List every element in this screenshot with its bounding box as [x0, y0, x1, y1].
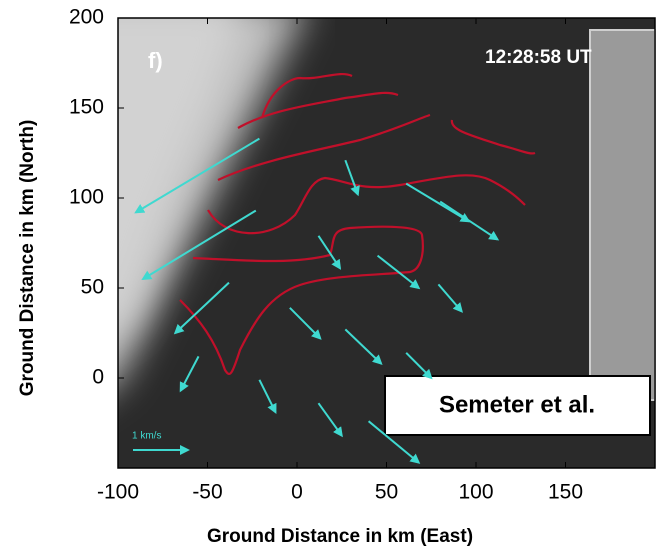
velocity-arrow: [344, 159, 360, 197]
y-tick-label: 100: [69, 186, 104, 209]
annotation: Semeter et al.: [439, 391, 595, 418]
y-tick-label: 0: [92, 366, 104, 389]
x-axis-label: Ground Distance in km (East): [207, 526, 473, 547]
scale-label: 1 km/s: [132, 431, 161, 442]
velocity-arrow: [376, 254, 421, 290]
side-panel: [589, 29, 656, 401]
velocity-arrow: [141, 209, 257, 281]
y-tick-label: 50: [81, 276, 104, 299]
x-tick-label: 150: [548, 481, 583, 504]
y-axis-label: Ground Distance in km (North): [17, 120, 38, 397]
velocity-arrow: [179, 355, 200, 393]
x-tick-label: 100: [458, 481, 493, 504]
velocity-arrow: [367, 420, 421, 464]
velocity-arrow: [437, 283, 463, 313]
x-tick-label: -100: [97, 481, 139, 504]
x-tick-label: -50: [192, 481, 222, 504]
x-tick-label: 0: [291, 481, 303, 504]
x-tick-label: 50: [375, 481, 398, 504]
timestamp: 12:28:58 UT: [485, 47, 592, 68]
y-tick-label: 150: [69, 96, 104, 119]
velocity-arrow: [344, 328, 383, 365]
y-tick-label: 200: [69, 6, 104, 29]
velocity-arrow: [405, 352, 433, 380]
velocity-arrow: [405, 182, 471, 223]
panel-label: f): [148, 48, 163, 73]
velocity-arrow: [317, 235, 342, 270]
velocity-arrow: [173, 281, 230, 335]
velocity-arrow: [258, 379, 277, 414]
annotation-box: [384, 375, 651, 436]
velocity-arrow: [439, 200, 500, 241]
velocity-arrow: [317, 402, 343, 438]
velocity-arrow: [134, 137, 260, 214]
velocity-arrow: [289, 307, 322, 340]
